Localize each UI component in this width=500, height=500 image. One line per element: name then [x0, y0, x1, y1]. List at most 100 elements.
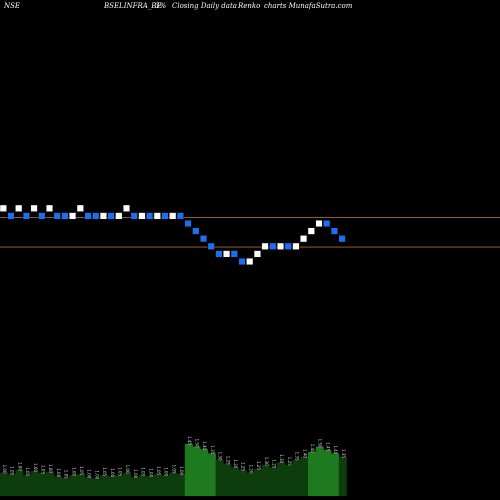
down-brick	[146, 212, 154, 220]
down-brick	[38, 212, 46, 220]
volume-bar	[231, 467, 239, 496]
volume-bar	[84, 477, 93, 496]
volume-label: 1.00	[133, 469, 138, 478]
volume-label: 1.30	[279, 454, 284, 463]
up-brick	[46, 204, 54, 212]
up-brick	[69, 212, 77, 220]
volume-bar	[184, 444, 193, 496]
chart-kind-label: Renko	[238, 2, 261, 10]
volume-label: 1.00	[2, 465, 7, 474]
up-brick	[261, 242, 269, 250]
volume-bar	[77, 474, 85, 496]
down-brick	[130, 212, 138, 220]
volume-bar	[207, 453, 216, 496]
volume-bar	[15, 470, 24, 496]
volume-bar	[38, 473, 47, 496]
down-brick	[238, 258, 246, 266]
down-brick	[207, 242, 215, 250]
up-brick	[300, 235, 308, 243]
volume-label: 1.25	[225, 456, 230, 465]
volume-bar	[177, 474, 186, 496]
volume-label: 1.35	[295, 452, 300, 461]
volume-bar	[200, 449, 209, 496]
volume-bar	[269, 467, 278, 496]
volume-bar	[338, 457, 347, 496]
down-brick	[176, 212, 184, 220]
down-brick	[230, 250, 238, 258]
up-brick	[169, 212, 177, 220]
up-brick	[99, 212, 107, 220]
volume-label: 1.00	[110, 468, 115, 477]
down-brick	[84, 212, 92, 220]
volume-label: 1.00	[48, 464, 53, 473]
volume-label: 1.25	[272, 459, 277, 468]
volume-bar	[115, 475, 124, 496]
volume-label: 1.00	[164, 467, 169, 476]
volume-bar	[69, 475, 78, 496]
volume-label: 1.00	[94, 470, 99, 479]
volume-label: 1.05	[79, 466, 84, 475]
volume-bar	[223, 463, 232, 496]
down-brick	[199, 235, 207, 243]
down-brick	[22, 212, 30, 220]
down-brick	[330, 227, 338, 235]
volume-bar	[315, 446, 324, 496]
volume-label: 1.25	[287, 457, 292, 466]
volume-bar	[23, 475, 32, 496]
box-size-label: 3%	[155, 2, 167, 10]
volume-label: 1.25	[241, 462, 246, 471]
volume-bar	[123, 472, 132, 496]
up-brick	[292, 242, 300, 250]
volume-bar	[246, 472, 255, 496]
volume-label: 1.00	[17, 462, 22, 471]
down-brick	[215, 250, 223, 258]
volume-bar	[331, 453, 340, 496]
volume-label: 1.35	[341, 449, 346, 458]
volume-label: 1.05	[25, 467, 30, 476]
down-brick	[192, 227, 200, 235]
down-brick	[7, 212, 15, 220]
down-brick	[53, 212, 61, 220]
volume-bar	[46, 472, 55, 496]
up-brick	[315, 219, 323, 227]
volume-label: 1.45	[325, 442, 330, 451]
down-brick	[184, 219, 192, 227]
volume-bar	[100, 475, 109, 496]
up-brick	[307, 227, 315, 235]
volume-bar	[169, 472, 178, 496]
volume-bar	[215, 459, 224, 496]
volume-label: 1.40	[333, 445, 338, 454]
up-brick	[246, 258, 254, 266]
volume-label: 1.20	[248, 465, 253, 474]
volume-label: 1.00	[56, 468, 61, 477]
up-brick	[223, 250, 231, 258]
volume-label: 1.00	[87, 469, 92, 478]
volume-label: 1.40	[302, 449, 307, 458]
volume-bar	[138, 475, 147, 496]
up-brick	[76, 204, 84, 212]
volume-bar	[300, 457, 309, 496]
volume-bar	[61, 477, 70, 496]
volume-label: 1.45	[187, 436, 192, 445]
volume-label: 1.05	[64, 470, 69, 479]
volume-bar	[92, 478, 101, 496]
volume-label: 1.25	[256, 461, 261, 470]
volume-label: 1.05	[171, 465, 176, 474]
volume-label: 1.00	[33, 463, 38, 472]
volume-label: 1.30	[218, 452, 223, 461]
volume-bar	[284, 464, 293, 496]
volume-bar	[154, 474, 162, 496]
data-description: Closing Daily data	[172, 2, 237, 10]
volume-bar	[308, 451, 316, 496]
volume-bar	[107, 476, 116, 496]
volume-bar	[238, 470, 247, 496]
volume-bar	[254, 468, 263, 496]
volume-label: 1.05	[156, 466, 161, 475]
down-brick	[107, 212, 115, 220]
volume-bar	[130, 477, 139, 496]
volume-label: 1.05	[41, 465, 46, 474]
volume-bar	[0, 472, 8, 496]
volume-bar	[30, 471, 39, 496]
up-brick	[115, 212, 123, 220]
